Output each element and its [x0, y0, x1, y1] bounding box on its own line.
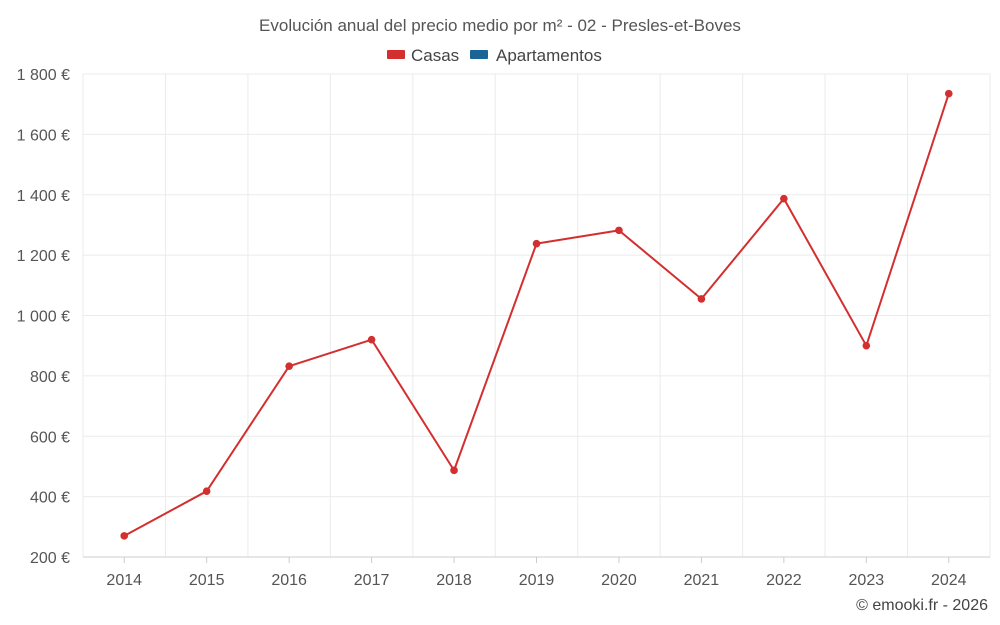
grid	[82, 73, 991, 558]
data-point-2018[interactable]	[450, 466, 458, 475]
x-tick-label: 2020	[601, 572, 637, 589]
data-point-2015[interactable]	[202, 487, 211, 495]
x-tick-label: 2018	[436, 572, 472, 589]
x-tick-label: 2023	[849, 572, 885, 589]
data-point-2017[interactable]	[367, 335, 376, 344]
x-tick-label: 2017	[354, 572, 390, 589]
x-tick-label: 2014	[106, 572, 142, 589]
x-tick-label: 2019	[519, 572, 555, 589]
chart-title: Evolución anual del precio medio por m² …	[259, 16, 741, 35]
legend-swatch-apartamentos	[470, 50, 488, 59]
y-tick-label: 600 €	[30, 429, 70, 446]
legend-label-casas: Casas	[411, 46, 459, 65]
credit-text: © emooki.fr - 2026	[856, 597, 988, 614]
y-tick-label: 200 €	[30, 550, 70, 567]
x-tick-label: 2022	[766, 572, 802, 589]
data-point-2016[interactable]	[285, 362, 293, 371]
y-tick-label: 1 800 €	[17, 67, 70, 84]
x-tick-label: 2016	[271, 572, 307, 589]
data-point-2014[interactable]	[120, 532, 129, 540]
y-tick-label: 400 €	[30, 490, 70, 507]
y-tick-label: 1 400 €	[17, 188, 70, 205]
data-point-2020[interactable]	[615, 226, 623, 235]
series-casas	[120, 89, 953, 540]
legend-item-casas[interactable]: Casas	[387, 46, 459, 65]
y-tick-label: 1 200 €	[17, 248, 70, 265]
y-tick-label: 1 600 €	[17, 127, 70, 144]
data-point-2024[interactable]	[944, 89, 953, 98]
x-tick-label: 2024	[931, 572, 967, 589]
legend-label-apartamentos: Apartamentos	[496, 46, 602, 65]
y-tick-label: 800 €	[30, 369, 70, 386]
data-point-2022[interactable]	[780, 194, 788, 203]
data-point-2023[interactable]	[862, 341, 871, 350]
x-tick-label: 2015	[189, 572, 225, 589]
legend-item-apartamentos[interactable]: Apartamentos	[470, 46, 602, 65]
data-point-2019[interactable]	[532, 239, 541, 248]
legend-swatch-casas	[387, 50, 405, 59]
data-point-2021[interactable]	[697, 295, 706, 303]
legend: Casas Apartamentos	[387, 46, 602, 65]
y-tick-label: 1 000 €	[17, 309, 70, 326]
x-tick-label: 2021	[684, 572, 720, 589]
axes: 200 € 400 € 600 € 800 € 1 000 € 1 200 € 1 400 …	[17, 67, 990, 589]
